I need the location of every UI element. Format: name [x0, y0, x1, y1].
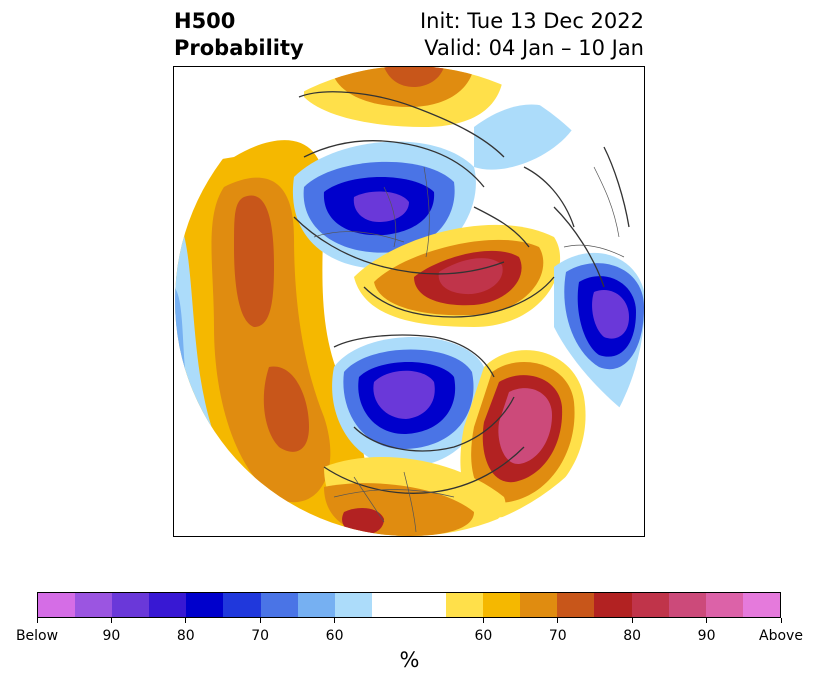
colorbar-tick-label: 90	[102, 628, 121, 644]
colorbar-tick	[482, 618, 484, 623]
colorbar-segment	[742, 593, 780, 617]
variable-title: H500	[174, 9, 236, 33]
colorbar-segment	[223, 593, 261, 617]
colorbar-tick-label: 70	[548, 628, 567, 644]
colorbar-tick	[36, 618, 38, 623]
colorbar-segment	[186, 593, 224, 617]
anomaly-field	[175, 67, 644, 536]
colorbar-segment	[557, 593, 595, 617]
colorbar-tick	[259, 618, 261, 623]
polar-map	[175, 67, 644, 536]
colorbar-tick-label: 80	[623, 628, 642, 644]
colorbar-ticks: Below 90 80 70 60 60 70 80 90 Above	[16, 618, 803, 648]
colorbar-tick	[557, 618, 559, 623]
colorbar-unit: %	[399, 648, 420, 672]
colorbar-segment	[75, 593, 113, 617]
colorbar-segment	[371, 593, 409, 617]
colorbar-tick-label: 80	[176, 628, 195, 644]
colorbar-tick-label: 90	[697, 628, 716, 644]
colorbar-tick-label: Above	[759, 628, 803, 644]
colorbar-segment	[631, 593, 669, 617]
colorbar	[37, 592, 781, 618]
colorbar-tick	[780, 618, 782, 623]
colorbar-segment	[149, 593, 187, 617]
cool-europe-90	[592, 289, 629, 339]
colorbar-tick-label: Below	[15, 628, 59, 644]
cool-top-right	[474, 104, 574, 170]
init-date: Init: Tue 13 Dec 2022	[419, 9, 644, 33]
colorbar-segment	[112, 593, 150, 617]
warm-southwest-core	[263, 366, 309, 452]
colorbar-segment	[668, 593, 706, 617]
colorbar-segment	[446, 593, 484, 617]
warm-top-inner	[384, 67, 444, 87]
colorbar-tick	[706, 618, 708, 623]
warm-asia-90	[498, 388, 552, 465]
colorbar-segment	[705, 593, 743, 617]
warm-south-band-inner	[342, 507, 384, 536]
coastlines	[293, 91, 630, 494]
colorbar-segment	[334, 593, 372, 617]
colorbar-tick	[185, 618, 187, 623]
title-right: Init: Tue 13 Dec 2022 Valid: 04 Jan – 10…	[420, 8, 644, 62]
warm-top-core	[334, 67, 474, 107]
colorbar-segment	[260, 593, 298, 617]
title-left: H500 Probability	[174, 8, 304, 62]
colorbar-tick	[631, 618, 633, 623]
colorbar-tick	[110, 618, 112, 623]
colorbar-segment	[408, 593, 447, 617]
border-lines	[313, 166, 625, 533]
cool-north-pacific-90	[353, 191, 409, 222]
cool-asia-90	[373, 370, 435, 419]
map-frame	[173, 66, 645, 537]
colorbar-segment	[38, 593, 76, 617]
colorbar-segment	[520, 593, 558, 617]
colorbar-tick-label: 60	[474, 628, 493, 644]
colorbar-segment	[483, 593, 521, 617]
colorbar-segment	[297, 593, 335, 617]
valid-range: Valid: 04 Jan – 10 Jan	[424, 36, 644, 60]
colorbar-tick-label: 70	[251, 628, 270, 644]
warm-west-core	[234, 195, 274, 327]
colorbar-tick-label: 60	[325, 628, 344, 644]
colorbar-segment	[594, 593, 632, 617]
product-title: Probability	[174, 36, 304, 60]
colorbar-tick	[334, 618, 336, 623]
